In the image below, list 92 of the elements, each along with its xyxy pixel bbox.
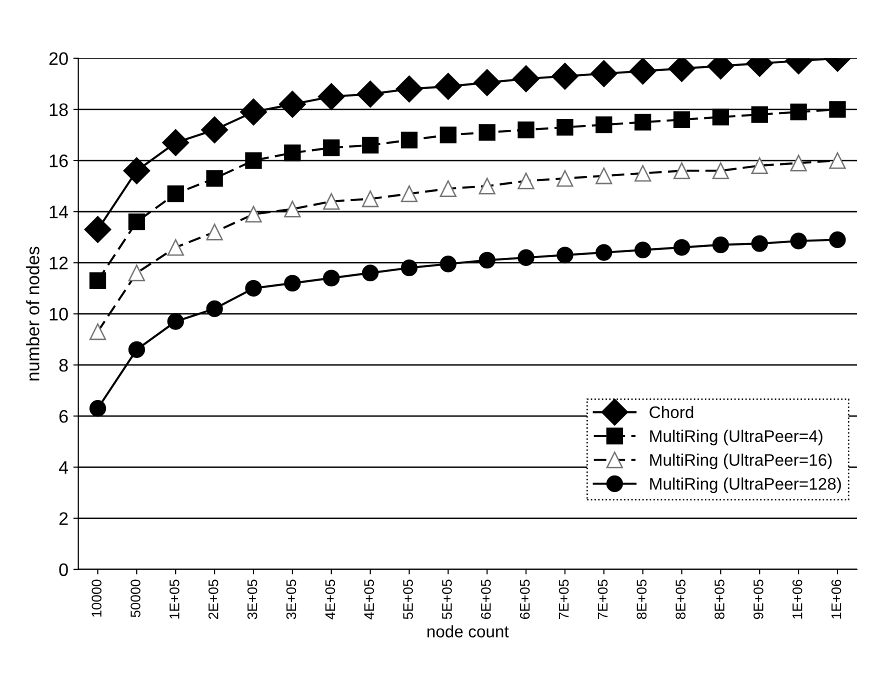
y-tick-label: 2 [59, 512, 68, 525]
point [590, 60, 618, 88]
point [362, 136, 379, 154]
point [89, 272, 106, 289]
point [556, 118, 574, 136]
point [240, 98, 267, 126]
y-tick-label: 20 [49, 52, 68, 66]
point [284, 144, 301, 162]
point [400, 260, 418, 276]
point [245, 152, 262, 169]
x-tick-label: 8E+05 [714, 580, 724, 620]
y-tick-label: 10 [50, 308, 68, 321]
point [629, 58, 656, 85]
point [128, 341, 146, 358]
point [712, 108, 730, 126]
y-axis-title: number of nodes [26, 246, 40, 380]
x-tick-label: 50000 [130, 580, 140, 618]
point [206, 170, 223, 187]
point [829, 101, 846, 118]
point [790, 104, 807, 120]
legend-label: MultiRing (UltraPeer=16) [650, 454, 832, 470]
point [323, 270, 340, 286]
x-tick-label: 2E+05 [208, 580, 218, 619]
y-tick-label: 8 [59, 358, 68, 372]
point [318, 83, 345, 110]
point [123, 157, 150, 184]
y-tick-label: 0 [59, 563, 68, 576]
point [278, 90, 306, 118]
point [518, 122, 534, 138]
x-tick-label: 3E+05 [247, 580, 258, 620]
point [128, 214, 146, 230]
x-tick-label: 1E+06 [792, 580, 802, 619]
point [396, 76, 423, 102]
point [362, 264, 379, 282]
point [512, 65, 540, 92]
x-tick-label: 1E+06 [831, 580, 842, 619]
x-tick-label: 1E+05 [170, 580, 180, 619]
y-tick-label: 18 [50, 103, 68, 116]
x-tick-label: 6E+05 [520, 580, 530, 619]
x-tick-label: 7E+05 [558, 580, 569, 619]
point [167, 313, 184, 330]
x-tick-label: 4E+05 [325, 580, 336, 620]
y-tick-label: 16 [50, 154, 68, 168]
point [790, 232, 807, 250]
point [84, 216, 112, 243]
point [751, 106, 768, 123]
point [245, 280, 262, 297]
point [634, 242, 652, 258]
x-tick-label: 4E+05 [364, 580, 374, 620]
point [162, 129, 190, 156]
point [400, 132, 418, 148]
x-tick-label: 9E+05 [754, 580, 764, 619]
legend-label: MultiRing (UltraPeer=128) [650, 478, 841, 494]
legend-label: MultiRing (UltraPeer=4) [650, 430, 822, 446]
point [829, 231, 846, 248]
point [751, 235, 768, 252]
point [596, 116, 612, 134]
point [518, 249, 534, 266]
y-tick-label: 4 [58, 461, 68, 474]
x-tick-label: 5E+05 [442, 580, 452, 620]
point [323, 139, 340, 156]
x-axis-title: node count [427, 625, 509, 638]
x-tick-label: 8E+05 [676, 580, 686, 620]
x-tick-label: 6E+05 [480, 580, 491, 619]
y-tick-label: 14 [50, 206, 68, 218]
point [206, 300, 223, 318]
x-tick-label: 8E+05 [636, 580, 647, 620]
point [551, 62, 578, 90]
point [634, 114, 652, 131]
point [89, 400, 106, 417]
point [712, 236, 730, 254]
point [356, 80, 384, 108]
point [440, 256, 456, 272]
point [284, 274, 301, 292]
point [673, 239, 690, 256]
point [556, 246, 574, 264]
point [434, 72, 462, 100]
point [673, 111, 690, 128]
legend-label: Chord [650, 406, 694, 418]
point [440, 126, 456, 144]
x-tick-label: 10000 [92, 580, 102, 617]
x-tick-label: 7E+05 [598, 580, 608, 619]
point [478, 252, 496, 269]
point [478, 124, 496, 141]
point [201, 116, 228, 144]
y-tick-label: 6 [59, 410, 68, 423]
point [596, 244, 612, 261]
point [167, 185, 184, 202]
x-tick-label: 3E+05 [286, 580, 296, 620]
point [474, 69, 501, 96]
y-tick-label: 12 [50, 256, 68, 270]
x-tick-label: 5E+05 [403, 580, 413, 620]
